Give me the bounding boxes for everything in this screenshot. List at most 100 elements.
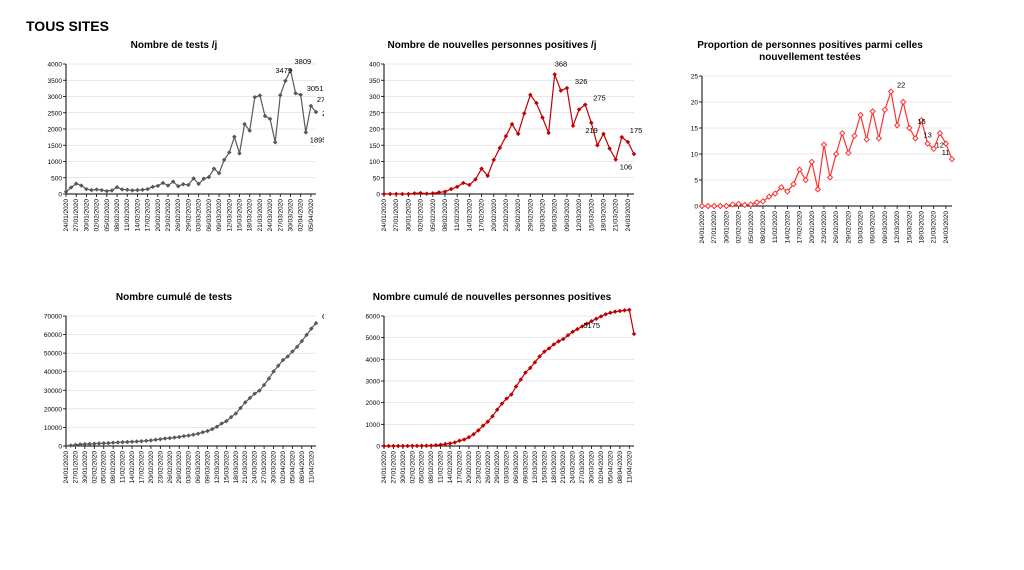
svg-text:26/02/2020: 26/02/2020 bbox=[833, 211, 840, 244]
svg-text:27/01/2020: 27/01/2020 bbox=[393, 199, 400, 232]
svg-text:06/03/2020: 06/03/2020 bbox=[552, 199, 559, 232]
svg-text:3479: 3479 bbox=[275, 66, 292, 75]
svg-text:15: 15 bbox=[917, 117, 925, 126]
chart-svg-proportion: 051015202524/01/202027/01/202030/01/2020… bbox=[660, 66, 960, 266]
svg-text:12/03/2020: 12/03/2020 bbox=[214, 451, 221, 484]
svg-text:02/02/2020: 02/02/2020 bbox=[91, 451, 98, 484]
svg-text:09/03/2020: 09/03/2020 bbox=[205, 451, 212, 484]
svg-text:12/03/2020: 12/03/2020 bbox=[576, 199, 583, 232]
svg-text:26/02/2020: 26/02/2020 bbox=[485, 451, 492, 484]
svg-text:05/02/2020: 05/02/2020 bbox=[748, 211, 755, 244]
svg-text:50: 50 bbox=[373, 175, 381, 182]
svg-text:24/01/2020: 24/01/2020 bbox=[63, 199, 70, 232]
svg-text:2521: 2521 bbox=[322, 109, 324, 118]
svg-text:200: 200 bbox=[369, 127, 380, 134]
svg-text:09/03/2020: 09/03/2020 bbox=[882, 211, 889, 244]
svg-text:14/02/2020: 14/02/2020 bbox=[129, 451, 136, 484]
svg-text:11/02/2020: 11/02/2020 bbox=[438, 451, 445, 483]
svg-text:12/03/2020: 12/03/2020 bbox=[532, 451, 539, 484]
svg-text:24/01/2020: 24/01/2020 bbox=[699, 211, 706, 244]
svg-text:05/04/2020: 05/04/2020 bbox=[308, 199, 315, 232]
svg-text:11/02/2020: 11/02/2020 bbox=[124, 199, 131, 231]
svg-text:09/03/2020: 09/03/2020 bbox=[523, 451, 530, 484]
svg-text:02/02/2020: 02/02/2020 bbox=[94, 199, 101, 232]
svg-text:29/02/2020: 29/02/2020 bbox=[527, 199, 534, 232]
svg-text:20/02/2020: 20/02/2020 bbox=[466, 451, 473, 484]
svg-text:06/03/2020: 06/03/2020 bbox=[195, 451, 202, 484]
svg-text:08/04/2020: 08/04/2020 bbox=[617, 451, 624, 484]
svg-text:23/02/2020: 23/02/2020 bbox=[157, 451, 164, 484]
svg-text:08/02/2020: 08/02/2020 bbox=[114, 199, 121, 232]
svg-text:175: 175 bbox=[630, 126, 642, 135]
svg-text:27/03/2020: 27/03/2020 bbox=[261, 451, 268, 484]
chart-proportion: Proportion de personnes positives parmi … bbox=[660, 40, 960, 266]
svg-text:05/02/2020: 05/02/2020 bbox=[101, 451, 108, 484]
svg-text:08/02/2020: 08/02/2020 bbox=[442, 199, 449, 232]
svg-text:10: 10 bbox=[691, 152, 699, 159]
svg-text:27/01/2020: 27/01/2020 bbox=[390, 451, 397, 484]
svg-text:14/02/2020: 14/02/2020 bbox=[784, 211, 791, 244]
svg-text:02/04/2020: 02/04/2020 bbox=[280, 451, 287, 484]
row-bottom: Nombre cumulé de tests 01000020000300004… bbox=[24, 292, 1000, 506]
svg-text:2710: 2710 bbox=[317, 95, 324, 104]
svg-text:20/02/2020: 20/02/2020 bbox=[809, 211, 816, 244]
chart-svg-tests-per-day: 0500100015002000250030003500400024/01/20… bbox=[24, 54, 324, 254]
svg-text:27/01/2020: 27/01/2020 bbox=[72, 451, 79, 484]
chart-title: Nombre de nouvelles personnes positives … bbox=[388, 40, 597, 52]
svg-text:24/03/2020: 24/03/2020 bbox=[570, 451, 577, 484]
svg-text:23/02/2020: 23/02/2020 bbox=[821, 211, 828, 244]
svg-text:05/04/2020: 05/04/2020 bbox=[607, 451, 614, 484]
svg-text:1000: 1000 bbox=[366, 422, 381, 429]
svg-text:50000: 50000 bbox=[44, 351, 62, 358]
svg-text:11/04/2020: 11/04/2020 bbox=[626, 451, 633, 483]
svg-text:11/02/2020: 11/02/2020 bbox=[454, 199, 461, 231]
svg-text:70000: 70000 bbox=[44, 314, 62, 321]
svg-text:24/03/2020: 24/03/2020 bbox=[943, 211, 950, 244]
chart-svg-positives-cumulative: 010002000300040005000600024/01/202027/01… bbox=[342, 306, 642, 506]
svg-text:21/03/2020: 21/03/2020 bbox=[560, 451, 567, 484]
svg-text:24/03/2020: 24/03/2020 bbox=[252, 451, 259, 484]
svg-text:20/02/2020: 20/02/2020 bbox=[155, 199, 162, 232]
svg-text:15/03/2020: 15/03/2020 bbox=[223, 451, 230, 484]
svg-text:26/02/2020: 26/02/2020 bbox=[167, 451, 174, 484]
svg-text:29/02/2020: 29/02/2020 bbox=[176, 451, 183, 484]
svg-text:326: 326 bbox=[575, 77, 588, 86]
svg-text:30/03/2020: 30/03/2020 bbox=[589, 451, 596, 484]
svg-text:60000: 60000 bbox=[44, 332, 62, 339]
svg-text:12/03/2020: 12/03/2020 bbox=[894, 211, 901, 244]
svg-text:250: 250 bbox=[369, 110, 380, 117]
svg-text:23/02/2020: 23/02/2020 bbox=[475, 451, 482, 484]
svg-text:24/03/2020: 24/03/2020 bbox=[267, 199, 274, 232]
svg-text:30/01/2020: 30/01/2020 bbox=[82, 451, 89, 484]
svg-text:18/03/2020: 18/03/2020 bbox=[601, 199, 608, 232]
svg-text:0: 0 bbox=[376, 444, 380, 451]
svg-text:27/03/2020: 27/03/2020 bbox=[579, 451, 586, 484]
svg-text:25: 25 bbox=[691, 74, 699, 81]
svg-text:30000: 30000 bbox=[44, 388, 62, 395]
svg-text:20/02/2020: 20/02/2020 bbox=[491, 199, 498, 232]
svg-text:3000: 3000 bbox=[366, 379, 381, 386]
svg-text:0: 0 bbox=[694, 204, 698, 211]
svg-text:05/02/2020: 05/02/2020 bbox=[419, 451, 426, 484]
svg-text:18/03/2020: 18/03/2020 bbox=[247, 199, 254, 232]
svg-text:24/03/2020: 24/03/2020 bbox=[625, 199, 632, 232]
svg-text:368: 368 bbox=[555, 59, 568, 68]
svg-text:3051: 3051 bbox=[307, 84, 324, 93]
chart-svg-positives-per-day: 05010015020025030035040024/01/202027/01/… bbox=[342, 54, 642, 254]
chart-title: Nombre de tests /j bbox=[131, 40, 218, 52]
svg-text:27/03/2020: 27/03/2020 bbox=[277, 199, 284, 232]
svg-text:13: 13 bbox=[923, 130, 931, 139]
svg-text:3000: 3000 bbox=[48, 94, 63, 101]
svg-text:05/02/2020: 05/02/2020 bbox=[104, 199, 111, 232]
svg-text:106: 106 bbox=[620, 163, 633, 172]
svg-text:21/03/2020: 21/03/2020 bbox=[931, 211, 938, 244]
svg-text:4000: 4000 bbox=[366, 357, 381, 364]
svg-text:1000: 1000 bbox=[48, 159, 63, 166]
svg-text:0: 0 bbox=[58, 192, 62, 199]
svg-text:11/04/2020: 11/04/2020 bbox=[308, 451, 315, 483]
chart-positives-cumulative: Nombre cumulé de nouvelles personnes pos… bbox=[342, 292, 642, 506]
row-top: Nombre de tests /j 050010001500200025003… bbox=[24, 40, 1000, 266]
svg-text:15/03/2020: 15/03/2020 bbox=[906, 211, 913, 244]
svg-text:20: 20 bbox=[691, 100, 699, 107]
svg-text:06/03/2020: 06/03/2020 bbox=[513, 451, 520, 484]
